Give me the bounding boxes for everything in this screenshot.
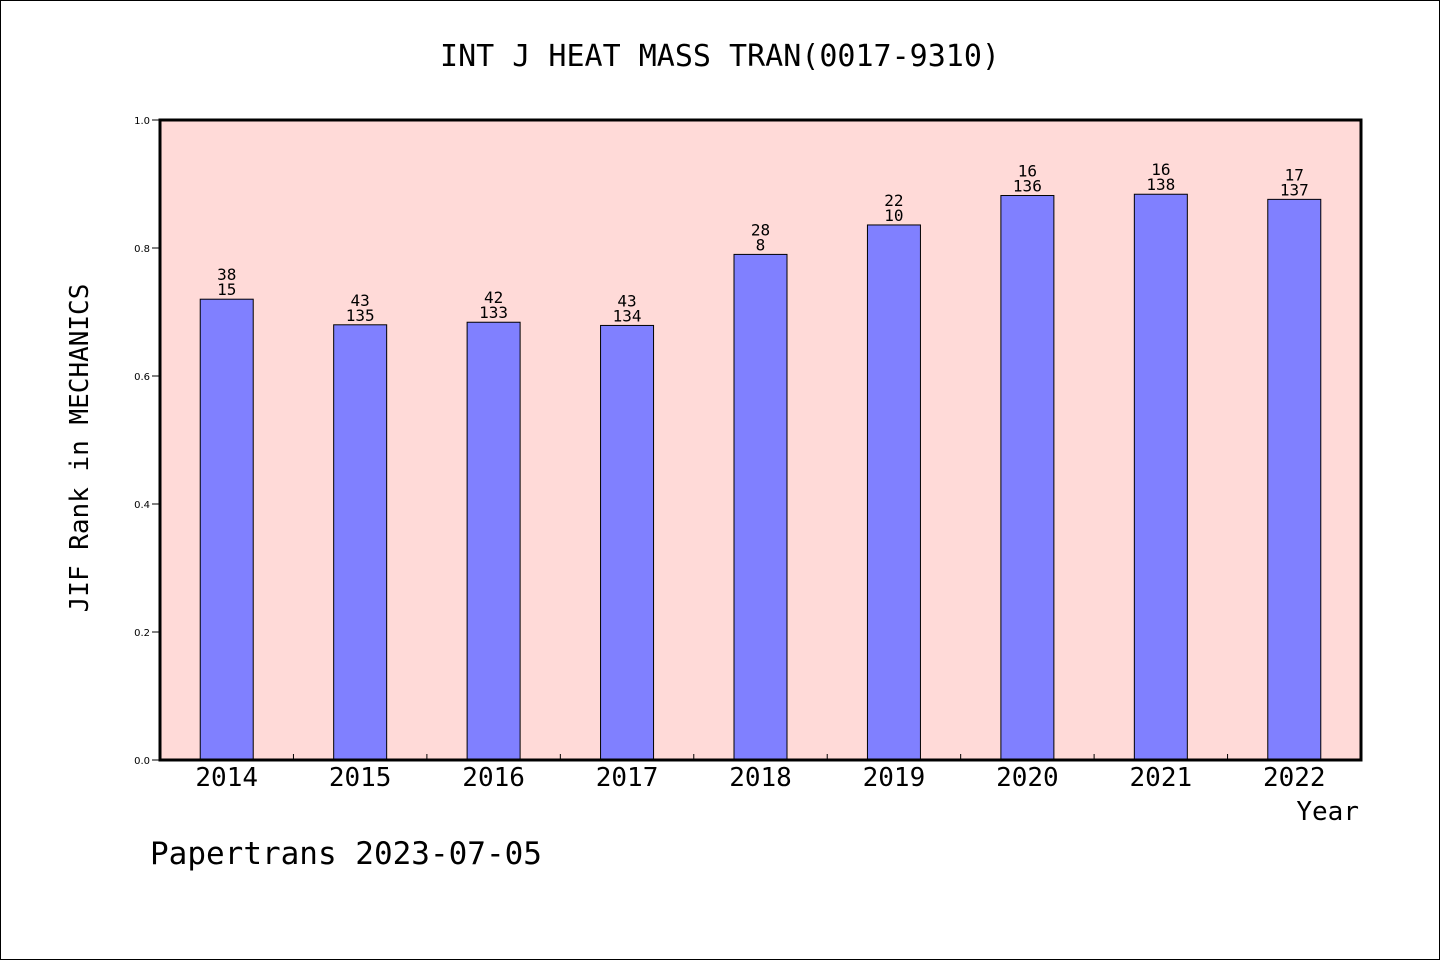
bar-label-bottom: 10 <box>884 206 903 225</box>
x-tick-label: 2016 <box>462 763 525 793</box>
x-tick-label: 2015 <box>329 763 392 793</box>
bar-label-top: 38 <box>217 265 236 284</box>
bar-label-top: 42 <box>484 288 503 307</box>
x-axis: 2014 2015 2016 2017 2018 2019 2020 2021 2022 <box>195 754 1326 793</box>
bar-label-top: 43 <box>617 291 636 310</box>
bar-label-bottom: 137 <box>1280 180 1309 199</box>
bar-label-top: 16 <box>1018 162 1037 181</box>
x-axis-label: Year <box>1296 797 1359 827</box>
bar-label-top: 43 <box>351 291 370 310</box>
bar-2022 <box>1267 198 1322 761</box>
bar-label-bottom: 15 <box>217 280 236 299</box>
bar-label-bottom: 138 <box>1146 175 1175 194</box>
x-tick-label: 2014 <box>195 763 258 793</box>
bar-2015 <box>333 324 388 761</box>
bar-label-bottom: 133 <box>479 303 508 322</box>
bar-label-top: 17 <box>1285 165 1304 184</box>
x-tick-label: 2020 <box>996 763 1059 793</box>
chart-title: INT J HEAT MASS TRAN(0017-9310) <box>440 39 1000 74</box>
bar-label-bottom: 134 <box>613 306 642 325</box>
y-tick-label: 0.2 <box>134 628 150 639</box>
bar-label-bottom: 136 <box>1013 177 1042 196</box>
y-tick-label: 0.4 <box>134 500 150 511</box>
y-axis: 0.0 0.2 0.4 0.6 0.8 1.0 <box>134 116 160 767</box>
y-tick-label: 0.8 <box>134 244 150 255</box>
bar-2016 <box>466 321 521 761</box>
bar-2018 <box>733 253 788 761</box>
bar-label-bottom: 135 <box>346 306 375 325</box>
bar-label-top: 22 <box>884 191 903 210</box>
bar-label-bottom: 8 <box>756 235 766 254</box>
bar-label-top: 16 <box>1151 160 1170 179</box>
bar-2019 <box>866 224 921 761</box>
x-tick-label: 2022 <box>1263 763 1326 793</box>
bar-2014 <box>199 298 254 761</box>
x-tick-label: 2019 <box>863 763 926 793</box>
bar-2020 <box>1000 195 1055 761</box>
plot-border <box>158 118 1363 762</box>
bar-2017 <box>600 324 655 761</box>
x-tick-label: 2017 <box>596 763 659 793</box>
y-tick-label: 0.6 <box>134 372 150 383</box>
bar-label-top: 28 <box>751 220 770 239</box>
x-tick-label: 2018 <box>729 763 792 793</box>
y-axis-label: JIF Rank in MECHANICS <box>65 284 95 613</box>
y-tick-label: 0.0 <box>134 756 150 767</box>
footer-note: Papertrans 2023-07-05 <box>150 836 542 872</box>
y-tick-label: 1.0 <box>134 116 150 127</box>
bar-2021 <box>1133 193 1188 761</box>
x-tick-label: 2021 <box>1130 763 1193 793</box>
bars-layer: 1538135431334213443828102213616138161371… <box>199 160 1322 761</box>
